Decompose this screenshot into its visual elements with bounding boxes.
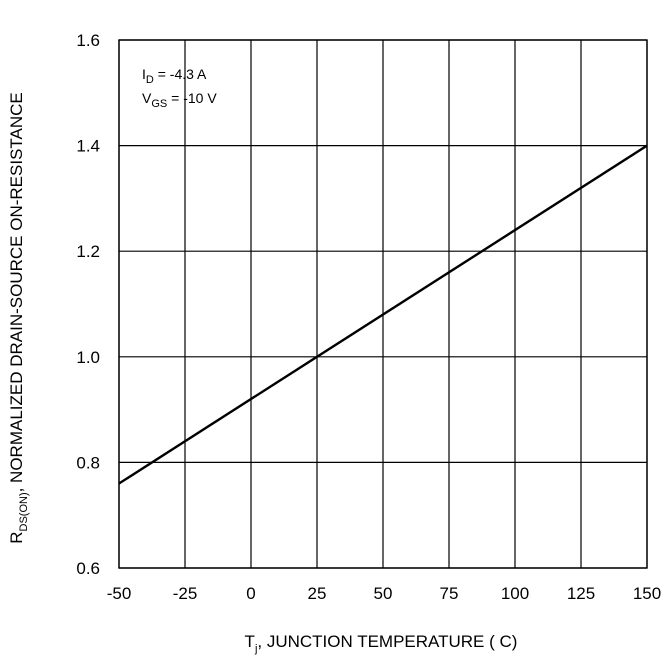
x-tick-label: 25 — [308, 584, 327, 603]
y-tick-label: 0.8 — [76, 453, 100, 472]
x-tick-label: 50 — [374, 584, 393, 603]
x-tick-label: -25 — [173, 584, 198, 603]
x-tick-label: 125 — [567, 584, 595, 603]
y-tick-label: 1.2 — [76, 242, 100, 261]
x-tick-label: 75 — [440, 584, 459, 603]
plot-frame — [118, 39, 648, 569]
y-tick-label: 1.4 — [76, 137, 100, 156]
y-tick-label: 1.0 — [76, 348, 100, 367]
x-tick-label: 100 — [501, 584, 529, 603]
x-tick-labels: -50 -25 0 25 50 75 100 125 150 — [107, 584, 661, 603]
x-tick-label: 0 — [246, 584, 255, 603]
x-tick-label: -50 — [107, 584, 132, 603]
series — [118, 144, 648, 485]
annotation-id: ID = -4.3 A — [142, 66, 207, 86]
x-tick-label: 150 — [633, 584, 661, 603]
x-axis-title: Tj, JUNCTION TEMPERATURE ( C) — [245, 632, 518, 655]
y-axis-title: RDS(ON), NORMALIZED DRAIN-SOURCE ON-RESI… — [7, 92, 30, 544]
y-tick-label: 0.6 — [76, 559, 100, 578]
grid — [118, 39, 648, 569]
y-tick-label: 1.6 — [76, 31, 100, 50]
y-tick-labels: 0.6 0.8 1.0 1.2 1.4 1.6 — [76, 31, 100, 578]
series-line — [118, 144, 648, 485]
annotation-vgs: VGS = -10 V — [142, 90, 217, 110]
